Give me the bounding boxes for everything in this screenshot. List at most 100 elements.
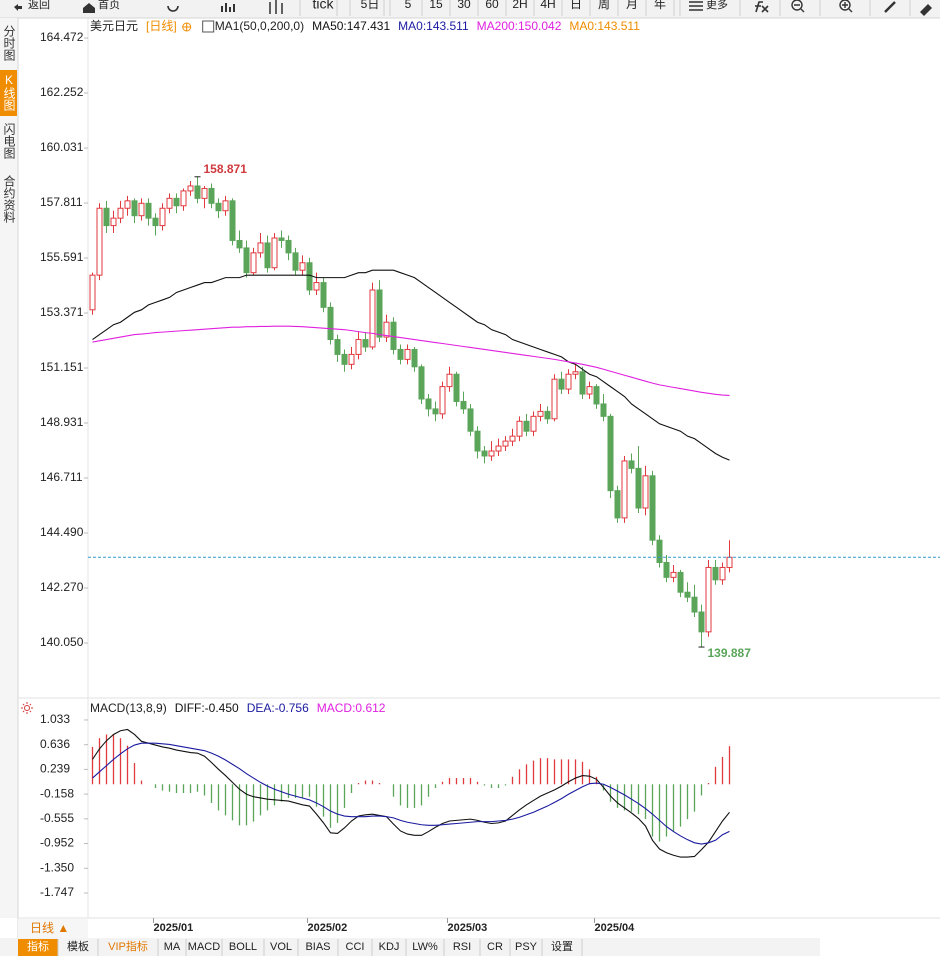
side-tab[interactable]: 分时图 <box>2 25 16 61</box>
candle-body <box>474 430 481 452</box>
candle-body <box>439 386 446 415</box>
indicator-tab[interactable]: 模板 <box>67 939 89 953</box>
y-tick-label: 151.151 <box>40 360 84 374</box>
candle-body <box>537 410 544 417</box>
period-selector[interactable]: 日线 ▲ <box>30 921 69 935</box>
period-button[interactable]: 4H <box>540 0 555 11</box>
indicator-tab[interactable]: MACD <box>188 941 220 953</box>
period-button[interactable]: 30 <box>457 0 471 11</box>
candle-body <box>411 348 418 368</box>
period-button[interactable]: 月 <box>626 0 638 11</box>
zoom-in-icon[interactable] <box>839 0 851 11</box>
legend-entry: MACD:0.612 <box>317 701 386 715</box>
zoom-out-icon[interactable] <box>791 0 803 11</box>
side-tab-strip <box>0 18 18 918</box>
fx-icon[interactable] <box>755 1 769 13</box>
indicator-tab[interactable]: PSY <box>515 941 538 953</box>
candle-body <box>460 400 467 410</box>
x-tick-label: 2025/04 <box>595 922 636 934</box>
indicator-tab[interactable]: LW% <box>412 941 438 953</box>
candle-body <box>187 185 194 192</box>
y-tick-label: 160.031 <box>40 140 84 154</box>
candle-body <box>621 460 628 519</box>
candle-body <box>159 207 166 227</box>
settings-icon[interactable] <box>21 702 33 714</box>
home-icon <box>83 3 95 13</box>
side-tab[interactable]: K线图 <box>2 73 16 111</box>
legend-entry: DIFF:-0.450 <box>175 701 239 715</box>
indicator-tab[interactable]: CR <box>487 941 503 953</box>
candle-body <box>292 252 299 271</box>
period-box[interactable] <box>18 919 88 938</box>
candle-body <box>600 403 607 417</box>
candle-body <box>488 450 495 457</box>
draw-icon[interactable] <box>884 1 896 13</box>
legend-entry: MACD(13,8,9) <box>90 701 167 715</box>
candle-body <box>250 252 257 274</box>
y-tick-label: -0.158 <box>40 786 74 800</box>
candle-body <box>586 386 593 395</box>
chart-icon[interactable] <box>221 3 235 12</box>
candle-body <box>201 187 208 199</box>
indicator-tab[interactable]: RSI <box>453 941 471 953</box>
period-button[interactable]: 15 <box>429 0 443 11</box>
indicator-tab[interactable]: 指标 <box>27 939 49 953</box>
candle-body <box>313 282 320 291</box>
candle-body <box>229 200 236 241</box>
back-button[interactable]: 返回 <box>28 0 50 11</box>
indicator-tab[interactable]: BIAS <box>305 941 330 953</box>
indicator-tab[interactable]: MA <box>164 941 181 953</box>
y-tick-label: -1.747 <box>40 885 74 899</box>
candle-body <box>453 373 460 402</box>
candle-body <box>348 353 355 365</box>
erase-icon[interactable] <box>920 4 932 16</box>
candle-body <box>579 371 586 395</box>
period-button[interactable]: 5 <box>405 0 412 11</box>
indicator-tab[interactable]: 设置 <box>551 940 573 953</box>
side-tab[interactable]: 闪电图 <box>2 123 16 159</box>
indicator-tab[interactable]: CCI <box>346 941 365 953</box>
period-button[interactable]: 日 <box>570 0 582 11</box>
candle-body <box>502 440 509 447</box>
y-tick-label: 164.472 <box>40 30 84 44</box>
candle-body <box>341 353 348 365</box>
candle-body <box>607 415 614 492</box>
menu-icon <box>689 1 703 11</box>
refresh-icon[interactable] <box>167 5 179 12</box>
home-button[interactable]: 首页 <box>98 0 120 11</box>
candle-body <box>271 237 278 269</box>
candle-body <box>236 239 243 249</box>
more-button[interactable]: 更多 <box>706 0 728 11</box>
candle-body <box>334 339 341 355</box>
candle-body <box>642 475 649 509</box>
indicator-tab[interactable]: BOLL <box>229 941 257 953</box>
period-button[interactable]: 5日 <box>361 0 380 11</box>
y-tick-label: 157.811 <box>40 195 83 209</box>
candle-body <box>355 339 362 355</box>
candle-body <box>362 339 369 348</box>
legend-entry: MA50:147.431 <box>312 19 390 33</box>
candle-body <box>173 197 180 207</box>
candle-body <box>376 289 383 338</box>
indicator-tab[interactable]: KDJ <box>379 941 400 953</box>
low-annotation: 139.887 <box>708 646 752 660</box>
y-tick-label: 155.591 <box>40 250 84 264</box>
period-button[interactable]: 2H <box>512 0 527 11</box>
period-button[interactable]: 60 <box>485 0 499 11</box>
zoom-out-minus <box>794 4 805 13</box>
candle-body <box>663 561 670 578</box>
candle-body <box>565 373 572 390</box>
legend-entry: MA0:143.511 <box>398 19 469 33</box>
zoom-in-plus <box>842 2 853 13</box>
period-button[interactable]: 年 <box>654 0 666 11</box>
candle-body <box>117 207 124 219</box>
side-tab[interactable]: 合约资料 <box>2 174 16 223</box>
period-button[interactable]: tick <box>313 0 335 12</box>
candle-body <box>691 596 698 613</box>
indicator-tab[interactable]: VOL <box>270 941 292 953</box>
indicator-tab[interactable]: VIP指标 <box>108 939 148 953</box>
period-button[interactable]: 周 <box>598 0 610 11</box>
candle-body <box>264 242 271 269</box>
candle-icon[interactable] <box>269 0 283 14</box>
macd-line <box>92 742 730 845</box>
